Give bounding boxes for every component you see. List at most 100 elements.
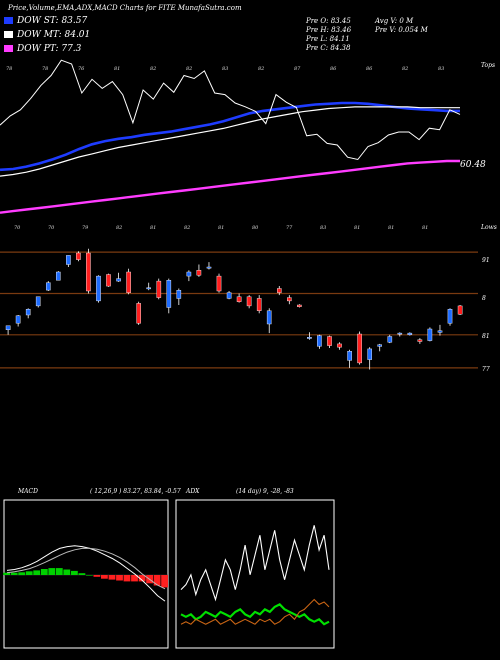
candle-body — [226, 292, 232, 299]
macd-histogram-bar — [108, 575, 116, 580]
top-mark-label: 83 — [222, 66, 228, 72]
candle-body — [56, 271, 61, 281]
low-mark-label: 81 — [218, 225, 224, 231]
macd-histogram-bar — [123, 575, 131, 582]
candle-body — [206, 266, 212, 269]
ema-line-dow-pt — [0, 159, 460, 214]
low-mark-label: 81 — [354, 225, 360, 231]
candle-body — [287, 297, 292, 302]
low-mark-label: 79 — [82, 225, 89, 231]
candle-body — [46, 282, 51, 291]
candle-body — [116, 278, 121, 282]
low-mark-label: 81 — [150, 225, 156, 231]
candle-body — [347, 351, 352, 361]
candle-body — [387, 336, 393, 343]
low-mark-label: 81 — [422, 225, 428, 231]
candle-body — [35, 296, 41, 307]
legend-label-pt: DOW PT: 77.3 — [17, 44, 82, 54]
low-mark-label: 82 — [184, 225, 190, 231]
candle-body — [25, 309, 31, 316]
candle-body — [106, 274, 111, 287]
legend-swatch-blue — [4, 17, 13, 24]
legend-swatch-white — [4, 31, 13, 38]
quote-close: Pre C: 84.38 — [306, 44, 351, 52]
candle-body — [126, 271, 131, 293]
top-mark-label: 86 — [366, 66, 373, 72]
candle-body — [357, 333, 362, 364]
macd-histogram-bar — [33, 570, 41, 575]
macd-line-macd — [6, 545, 166, 602]
candle-body — [307, 337, 312, 339]
candle-body — [76, 252, 81, 260]
quote-high: Pre H: 83.46 — [306, 26, 352, 34]
lows-label: Lows — [481, 224, 497, 231]
macd-histogram-bar — [86, 575, 93, 576]
candle-body — [327, 336, 332, 346]
top-mark-label: 78 — [6, 66, 12, 72]
candle-body — [277, 288, 282, 293]
candle-body — [417, 339, 423, 342]
macd-histogram-bar — [48, 568, 56, 575]
price-level-label: 8 — [482, 295, 486, 302]
candle-body — [437, 330, 443, 333]
top-mark-label: 82 — [150, 66, 156, 72]
candle-body — [196, 270, 202, 276]
adx-line-line-a — [180, 525, 330, 602]
macd-histogram-bar — [3, 572, 11, 575]
low-mark-label: 83 — [320, 225, 326, 231]
candle-body — [367, 348, 373, 360]
legend-label-mt: DOW MT: 84.01 — [17, 30, 91, 40]
quote-open: Pre O: 83.45 — [306, 17, 351, 25]
top-mark-label: 82 — [186, 66, 192, 72]
legend-dow-st: DOW ST: 83.57 — [4, 16, 87, 26]
adx-line-line-c — [180, 598, 330, 625]
adx-panel-frame — [175, 499, 335, 649]
top-mark-label: 76 — [78, 66, 85, 72]
candle-body — [377, 344, 383, 347]
macd-histogram-bar — [78, 573, 86, 575]
candle-body — [337, 343, 342, 348]
low-mark-label: 77 — [286, 225, 293, 231]
low-mark-label: 70 — [14, 225, 21, 231]
price-level-label: 77 — [482, 366, 490, 373]
candle-body — [15, 315, 21, 324]
legend-label-st: DOW ST: 83.57 — [17, 16, 88, 26]
ema-line-dow-mt — [0, 106, 460, 177]
candle-body — [297, 304, 302, 307]
candle-body — [66, 255, 71, 265]
quote-volume: Pre V: 0.054 M — [375, 26, 428, 34]
top-mark-label: 81 — [114, 66, 120, 72]
candle-body — [156, 280, 162, 298]
tops-label: Tops — [481, 62, 496, 69]
macd-histogram-bar — [138, 575, 146, 582]
macd-histogram-bar — [40, 569, 48, 575]
candle-body — [5, 325, 11, 331]
quote-avg-volume: Avg V: 0 M — [375, 17, 414, 25]
macd-histogram-bar — [18, 572, 26, 576]
top-mark-label: 83 — [438, 66, 444, 72]
candle-body — [236, 296, 242, 302]
candle-body — [266, 310, 272, 325]
macd-histogram-bar — [161, 575, 168, 588]
macd-histogram-bar — [25, 571, 33, 575]
adx-label: ADX — [186, 488, 200, 495]
top-mark-label: 86 — [330, 66, 337, 72]
macd-histogram-bar — [101, 575, 108, 579]
quote-low: Pre L: 84.11 — [306, 35, 350, 43]
macd-histogram-bar — [71, 570, 78, 575]
macd-histogram-bar — [63, 569, 71, 575]
top-mark-label: 82 — [258, 66, 264, 72]
low-mark-label: 81 — [388, 225, 394, 231]
ema-line-dow-st — [0, 101, 460, 172]
top-mark-label: 82 — [402, 66, 408, 72]
adx-params: (14 day) 9, -28, -83 — [236, 488, 294, 495]
macd-histogram-bar — [10, 572, 18, 575]
price-level-label: 91 — [482, 257, 490, 264]
candle-body — [96, 275, 101, 302]
candle-body — [216, 275, 222, 292]
macd-label: MACD — [18, 488, 38, 495]
low-mark-label: 82 — [116, 225, 122, 231]
chart-title: Price,Volume,EMA,ADX,MACD Charts for FIT… — [8, 4, 242, 12]
legend-swatch-magenta — [4, 45, 13, 52]
